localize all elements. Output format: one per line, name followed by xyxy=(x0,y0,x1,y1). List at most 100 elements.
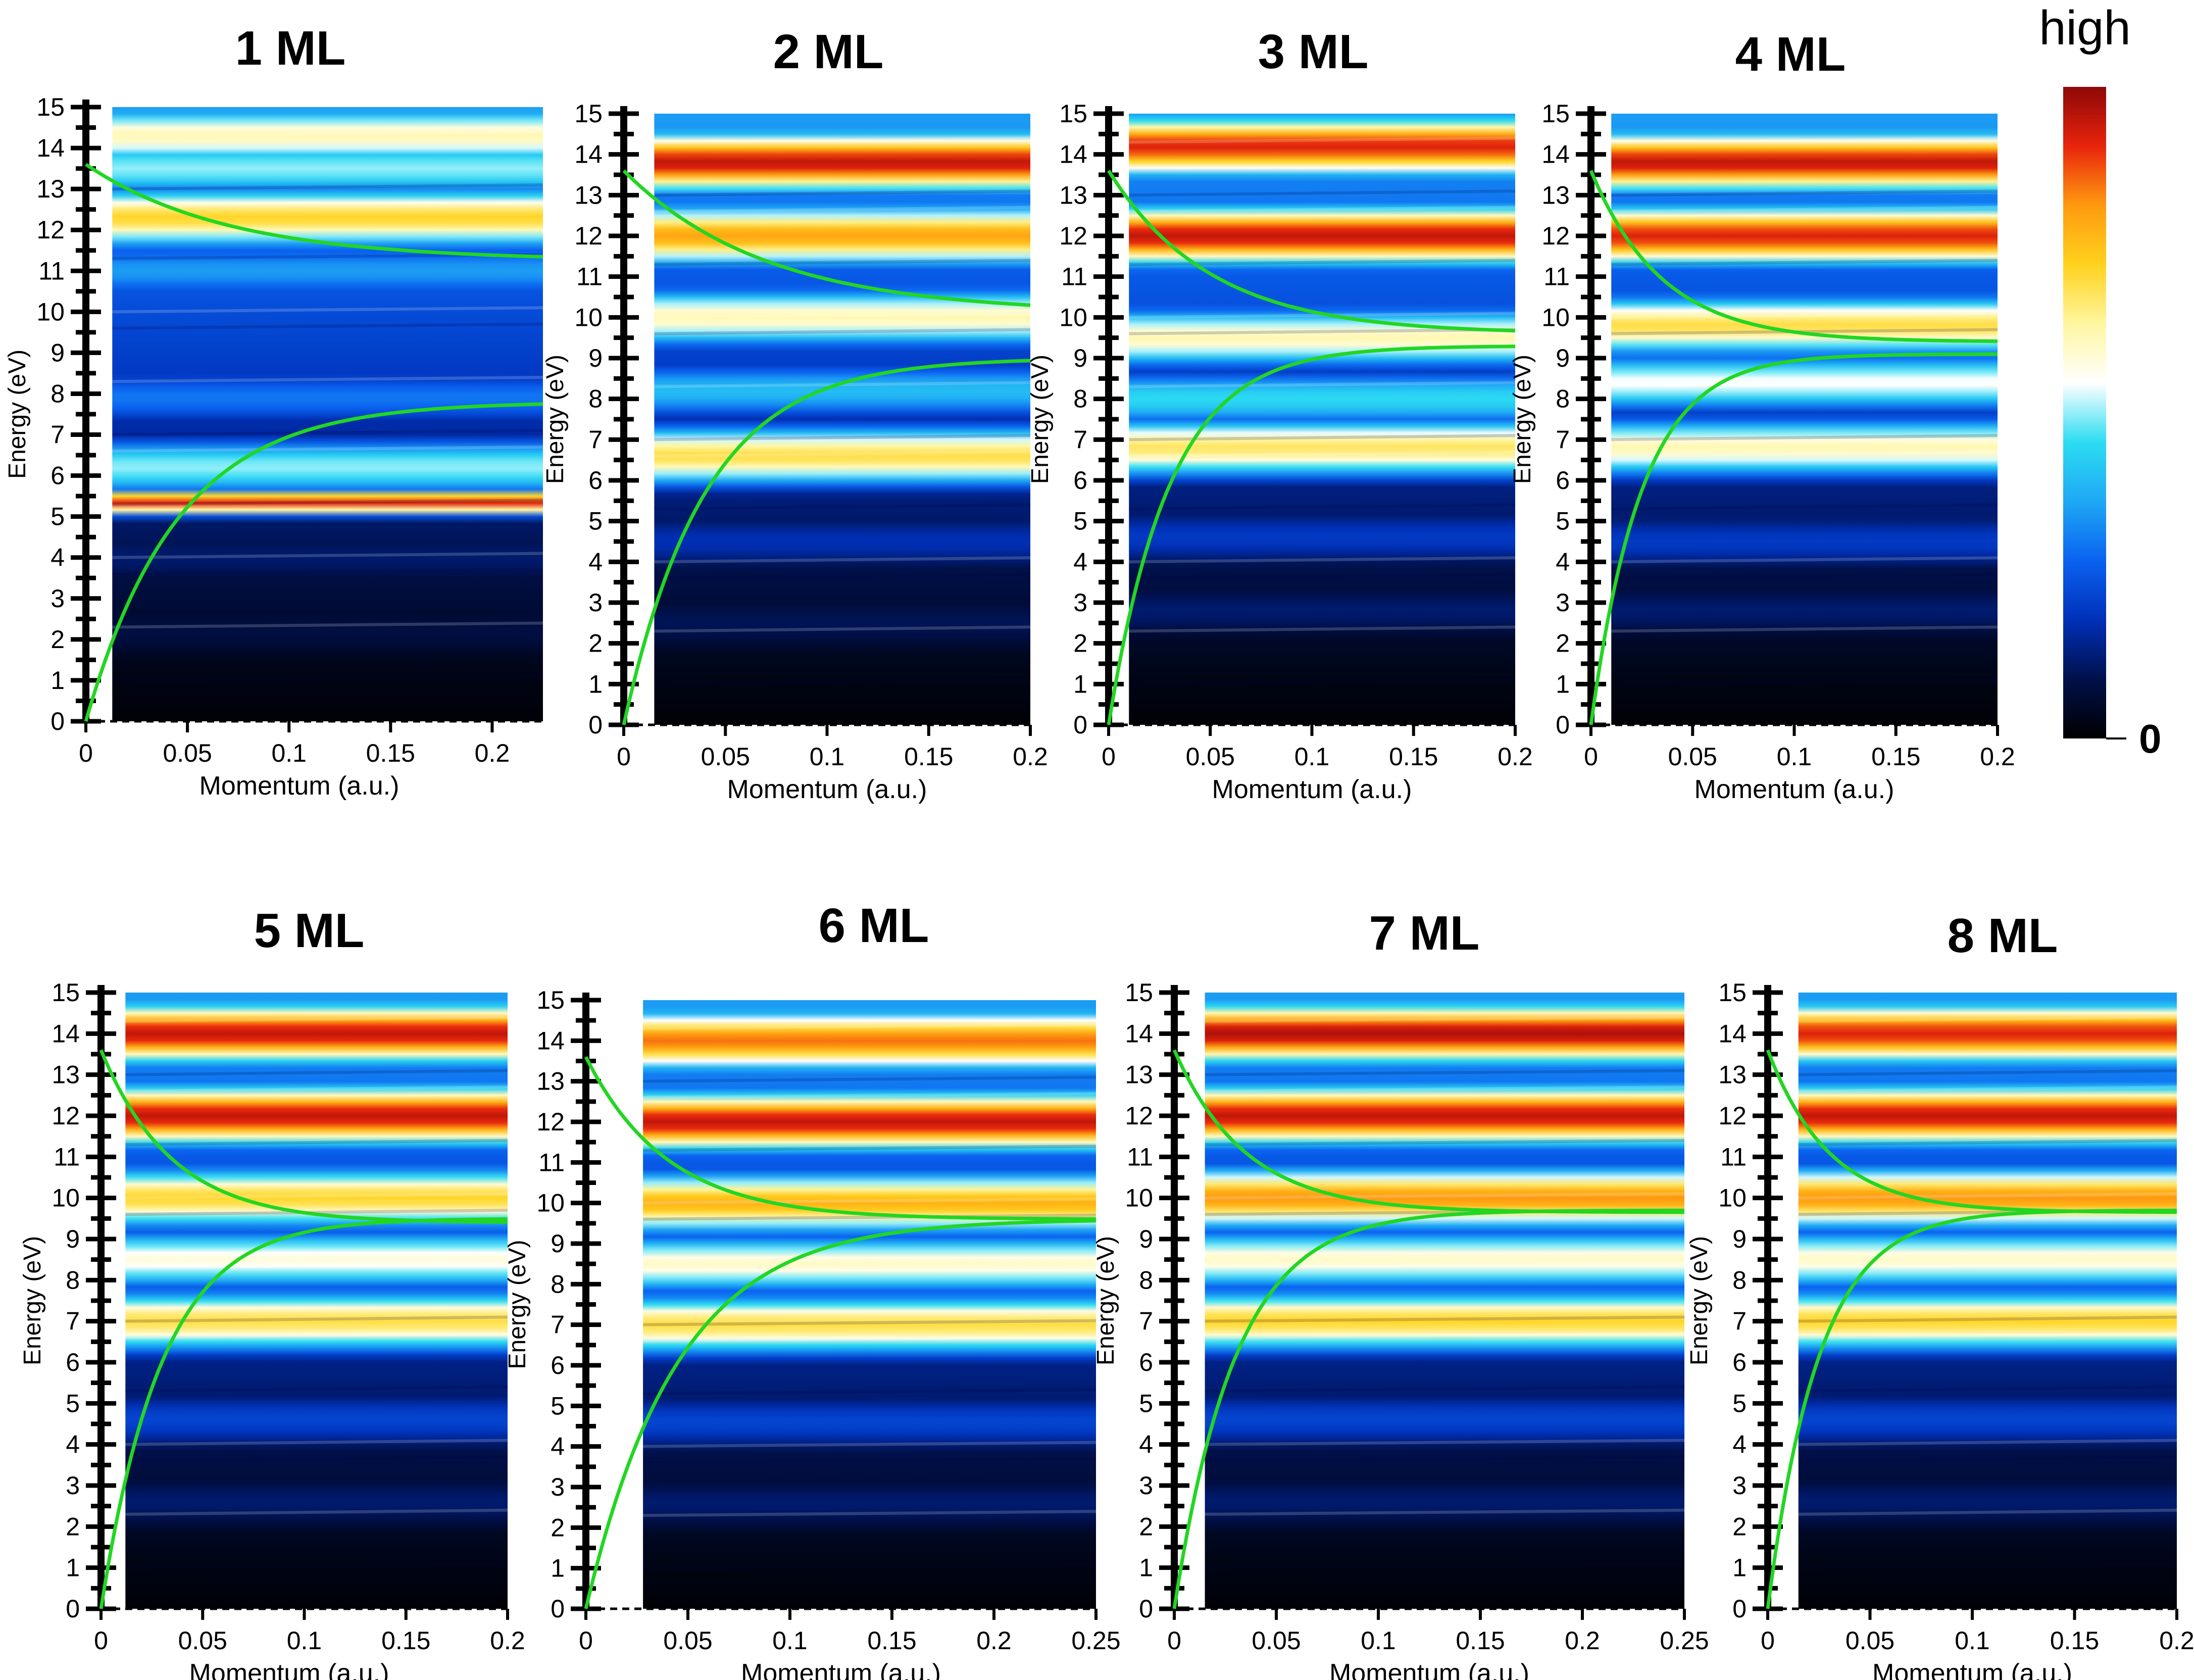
y-tick-label: 0 xyxy=(1139,1595,1153,1623)
fit-curve-lower xyxy=(1172,1208,1684,1609)
y-tick-label: 0 xyxy=(551,1595,565,1623)
y-tick-label: 1 xyxy=(66,1554,80,1582)
y-tick-label: 3 xyxy=(66,1471,80,1500)
y-tick-label: 5 xyxy=(551,1392,565,1420)
y-tick-label: 4 xyxy=(588,548,603,576)
y-tick-label: 2 xyxy=(51,625,65,654)
heatmap-image xyxy=(1611,114,1998,725)
x-tick-label: 0 xyxy=(1761,1626,1775,1655)
y-tick-label: 4 xyxy=(51,543,65,572)
y-tick-label: 1 xyxy=(1073,670,1087,698)
y-tick-label: 3 xyxy=(1073,588,1087,617)
y-tick-label: 11 xyxy=(538,1148,565,1176)
y-tick-label: 0 xyxy=(1073,711,1087,739)
y-tick-label: 13 xyxy=(52,1061,80,1089)
y-tick-label: 14 xyxy=(1541,140,1570,169)
x-tick-label: 0.15 xyxy=(904,743,953,771)
y-tick-label: 6 xyxy=(51,462,65,490)
y-tick-label: 0 xyxy=(66,1595,80,1623)
y-tick-label: 1 xyxy=(588,670,603,698)
x-tick-label: 0.2 xyxy=(475,739,510,767)
y-tick-label: 10 xyxy=(1541,303,1570,331)
y-tick-label: 6 xyxy=(66,1348,80,1376)
panel-title: 6 ML xyxy=(819,899,929,953)
y-tick-label: 10 xyxy=(536,1189,565,1217)
y-tick-label: 9 xyxy=(1732,1225,1747,1253)
x-tick-label: 0.2 xyxy=(1498,743,1533,771)
x-tick-label: 0.1 xyxy=(1955,1626,1990,1655)
y-tick-label: 7 xyxy=(1732,1307,1747,1336)
y-tick-label: 4 xyxy=(66,1430,80,1459)
y-tick-label: 14 xyxy=(536,1026,565,1055)
x-tick-label: 0.15 xyxy=(2050,1626,2099,1655)
x-tick-label: 0.05 xyxy=(1252,1626,1301,1655)
x-axis-label: Momentum (a.u.) xyxy=(189,1659,389,1680)
colorbar: high 0 xyxy=(2039,1,2161,761)
x-tick-label: 0.15 xyxy=(381,1626,430,1655)
y-tick-label: 7 xyxy=(1073,425,1087,454)
heatmap-image xyxy=(1205,993,1684,1609)
y-tick-label: 6 xyxy=(588,466,603,495)
y-tick-label: 11 xyxy=(1720,1143,1747,1171)
y-tick-label: 7 xyxy=(551,1311,565,1339)
y-tick-label: 12 xyxy=(1718,1102,1747,1130)
x-tick-label: 0.05 xyxy=(701,743,750,771)
y-tick-label: 14 xyxy=(1059,140,1087,169)
fit-curve-upper xyxy=(85,163,543,259)
y-tick-label: 4 xyxy=(1073,548,1087,576)
fit-curve-upper xyxy=(622,169,1031,307)
y-tick-label: 4 xyxy=(1139,1430,1153,1459)
y-tick-label: 0 xyxy=(588,711,603,739)
y-axis-label: Energy (eV) xyxy=(542,355,569,484)
y-axis-label: Energy (eV) xyxy=(19,1236,46,1365)
y-tick-label: 14 xyxy=(574,140,603,169)
y-tick-label: 2 xyxy=(588,629,603,658)
x-axis-label: Momentum (a.u.) xyxy=(200,771,400,801)
y-tick-label: 14 xyxy=(1718,1019,1747,1048)
x-tick-label: 0.05 xyxy=(663,1626,712,1655)
y-tick-label: 3 xyxy=(1732,1471,1747,1500)
x-tick-label: 0.25 xyxy=(1660,1626,1709,1655)
fit-curve-lower xyxy=(1589,352,1998,725)
y-axis-label: Energy (eV) xyxy=(504,1240,531,1369)
heatmap-image xyxy=(654,114,1030,725)
y-tick-label: 14 xyxy=(1125,1019,1153,1048)
x-tick-label: 0.05 xyxy=(163,739,212,767)
y-tick-label: 5 xyxy=(1732,1389,1747,1417)
x-tick-label: 0.1 xyxy=(772,1626,808,1655)
y-tick-label: 13 xyxy=(1541,181,1570,209)
x-axis-label: Momentum (a.u.) xyxy=(1212,775,1412,804)
x-tick-label: 0.25 xyxy=(1071,1626,1120,1655)
y-tick-label: 9 xyxy=(551,1229,565,1258)
y-tick-label: 8 xyxy=(551,1270,565,1298)
x-axis-label: Momentum (a.u.) xyxy=(1329,1659,1529,1680)
fit-curve-lower xyxy=(84,402,543,722)
x-axis-label: Momentum (a.u.) xyxy=(1872,1659,2072,1680)
y-tick-label: 8 xyxy=(1556,385,1570,413)
fit-curve-upper xyxy=(1107,170,1516,333)
y-tick-label: 12 xyxy=(36,216,65,244)
panel-title: 3 ML xyxy=(1258,25,1369,79)
x-tick-label: 0.1 xyxy=(287,1626,322,1655)
y-tick-label: 6 xyxy=(1732,1348,1747,1376)
y-tick-label: 8 xyxy=(51,379,65,408)
y-tick-label: 15 xyxy=(1125,978,1153,1007)
heatmap-image xyxy=(1129,114,1515,725)
y-tick-label: 4 xyxy=(1556,548,1570,576)
y-tick-label: 3 xyxy=(1556,588,1570,617)
y-tick-label: 13 xyxy=(574,181,603,209)
y-tick-label: 15 xyxy=(36,93,65,121)
x-tick-label: 0.15 xyxy=(867,1626,916,1655)
y-tick-label: 3 xyxy=(1139,1471,1153,1500)
y-tick-label: 10 xyxy=(1125,1184,1153,1212)
x-tick-label: 0.1 xyxy=(271,739,307,767)
x-axis-label: Momentum (a.u.) xyxy=(741,1659,941,1680)
y-tick-label: 6 xyxy=(1556,466,1570,495)
heatmap-texture xyxy=(1129,136,1516,686)
x-tick-label: 0.05 xyxy=(1186,743,1235,771)
